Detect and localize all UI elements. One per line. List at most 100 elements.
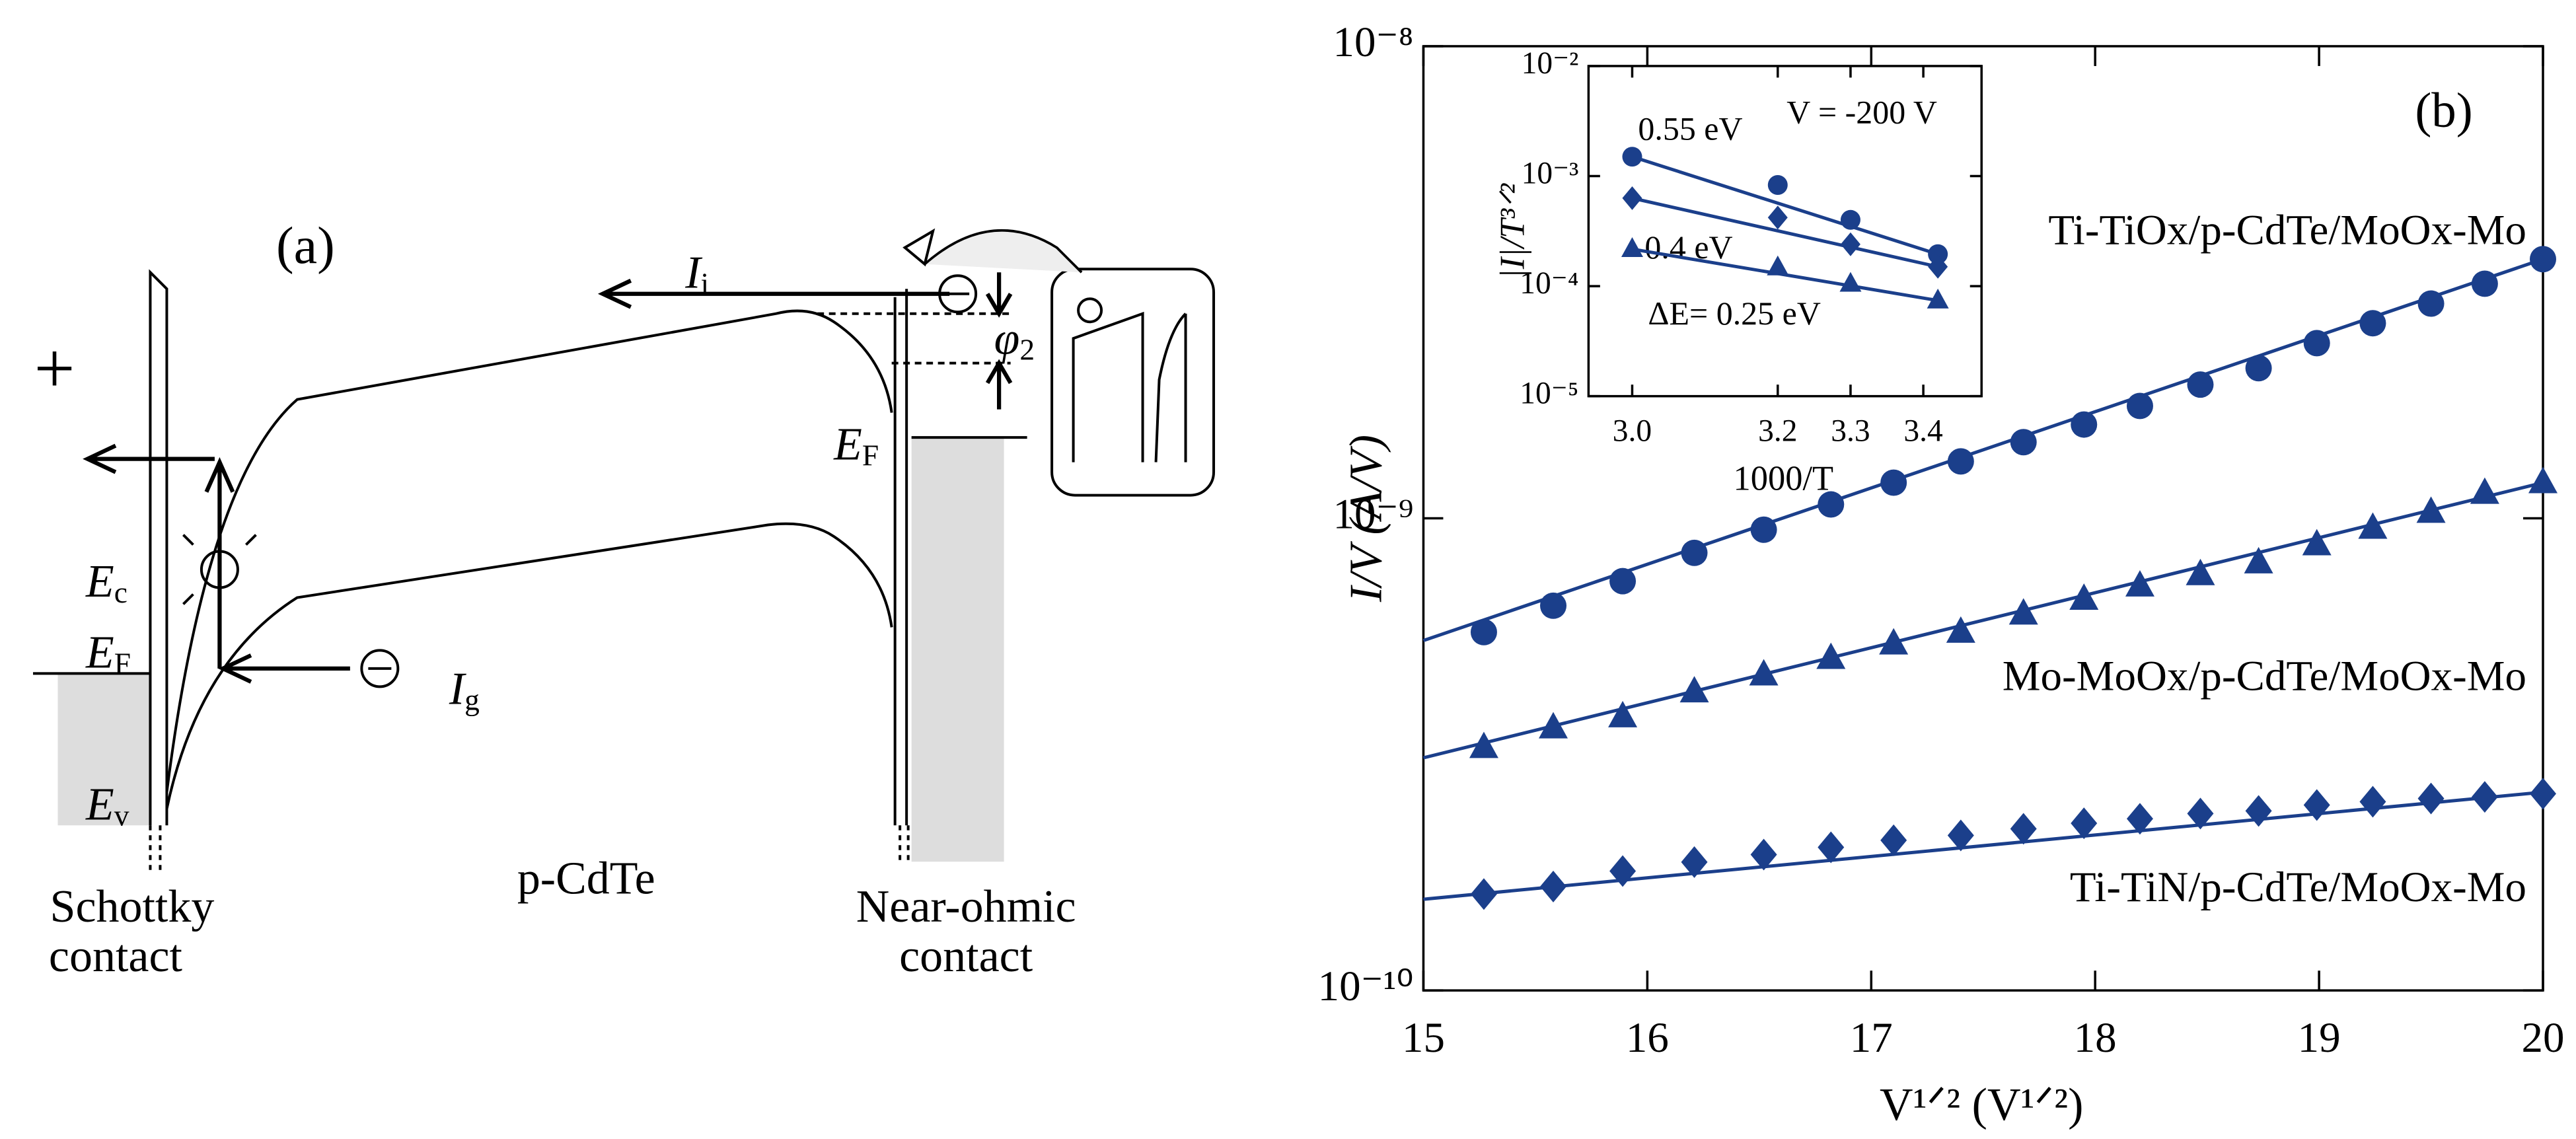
marker (1840, 209, 1860, 230)
photon (200, 550, 239, 589)
fit-line (1631, 155, 1938, 256)
dashed-line (817, 312, 1011, 365)
diagram-label: Ev (85, 779, 129, 832)
marker (1818, 491, 1845, 518)
label-main: contact (899, 931, 1033, 982)
marker (1767, 205, 1788, 230)
marker (1879, 628, 1909, 655)
marker (2187, 797, 2214, 830)
electron (1077, 297, 1103, 324)
label-sub: 2 (1019, 333, 1035, 367)
label-sub: F (114, 647, 131, 680)
marker (1927, 288, 1949, 309)
plot-frame (1587, 65, 1983, 398)
marker (1749, 659, 1779, 686)
diagram-label: Ii (684, 248, 709, 301)
marker (1767, 174, 1788, 195)
diagram-label: (a) (276, 217, 335, 275)
marker (1681, 846, 1708, 878)
x-tick-label: 18 (2074, 1014, 2117, 1062)
y-tick-label: 10⁻⁸ (1333, 18, 1414, 66)
arrow (597, 278, 950, 309)
marker (1928, 254, 1948, 279)
electron (360, 649, 400, 688)
inset-bands (1072, 311, 1187, 462)
label-main: + (34, 328, 75, 409)
diagram-label: Ec (85, 556, 128, 609)
marker (2302, 529, 2332, 556)
label-main: I (449, 663, 467, 714)
annotation: (b) (2415, 83, 2472, 138)
label-sub: v (114, 799, 129, 832)
fit-line (1422, 257, 2544, 642)
marker (2125, 570, 2154, 597)
annotation: ΔE= 0.25 eV (1648, 295, 1821, 332)
dashed-line (149, 825, 910, 875)
marker (1622, 147, 1642, 167)
curved-arrow (924, 229, 1083, 274)
marker (1946, 616, 1975, 643)
marker (1681, 539, 1708, 566)
diagram-label: contact (49, 931, 183, 982)
marker (1621, 237, 1643, 258)
diagram-label: + (34, 328, 75, 409)
marker (2303, 789, 2330, 821)
diagram-label: contact (899, 931, 1033, 982)
label-main: E (85, 556, 114, 607)
diagram-label: Ig (449, 663, 480, 716)
marker (2008, 598, 2038, 625)
label-main: φ (994, 314, 1020, 365)
label-main: Schottky (50, 881, 215, 932)
y-tick-label: 10⁻³ (1522, 156, 1579, 190)
annotation: V = -200 V (1786, 93, 1937, 130)
contact-barrier (149, 269, 168, 826)
marker (2470, 477, 2499, 504)
label-main: p-CdTe (517, 854, 655, 904)
diagram-label: Near-ohmic (856, 881, 1076, 932)
diagram-label: p-CdTe (517, 854, 655, 904)
x-tick-label: 19 (2298, 1014, 2341, 1062)
marker (1609, 568, 1637, 595)
y-tick-label: 10⁻² (1522, 46, 1579, 81)
marker (2126, 392, 2153, 420)
label-main: Near-ohmic (856, 881, 1076, 932)
marker (1880, 824, 1907, 856)
y-tick-label: 10⁻⁴ (1520, 266, 1578, 301)
inset-box (1050, 268, 1216, 497)
marker (1608, 700, 1638, 727)
contact-barrier (893, 289, 908, 826)
marker (1540, 592, 1567, 619)
label-main: E (833, 420, 862, 470)
label-main: I (684, 248, 703, 299)
marker (2528, 466, 2558, 494)
annotation: 0.55 eV (1638, 110, 1742, 147)
marker (1840, 232, 1860, 256)
arrow (985, 272, 1013, 410)
diagram-label: Schottky (50, 881, 215, 932)
marker (2471, 270, 2498, 297)
photon-rays (182, 534, 257, 605)
label-main: E (85, 627, 114, 678)
marker (1750, 516, 1777, 543)
marker (1767, 255, 1789, 276)
marker (2417, 290, 2445, 317)
y-axis-label: |I|/T³ᐟ² (1493, 183, 1531, 279)
x-tick-label: 16 (1626, 1014, 1669, 1062)
marker (1839, 272, 1862, 292)
marker (2187, 371, 2214, 398)
marker (2471, 781, 2498, 813)
series-label: Ti-TiN/p-CdTe/MoOx-Mo (2070, 863, 2526, 911)
arrow-head (902, 228, 936, 267)
x-tick-label: 15 (1402, 1014, 1445, 1062)
arrow (218, 653, 350, 684)
marker (1540, 870, 1567, 902)
arrow (204, 457, 235, 669)
marker (2530, 778, 2557, 810)
fit-line (1631, 196, 1938, 269)
marker (1470, 878, 1497, 910)
marker (1539, 712, 1568, 739)
label-main: contact (49, 931, 183, 982)
x-tick-label: 3.4 (1903, 414, 1942, 449)
